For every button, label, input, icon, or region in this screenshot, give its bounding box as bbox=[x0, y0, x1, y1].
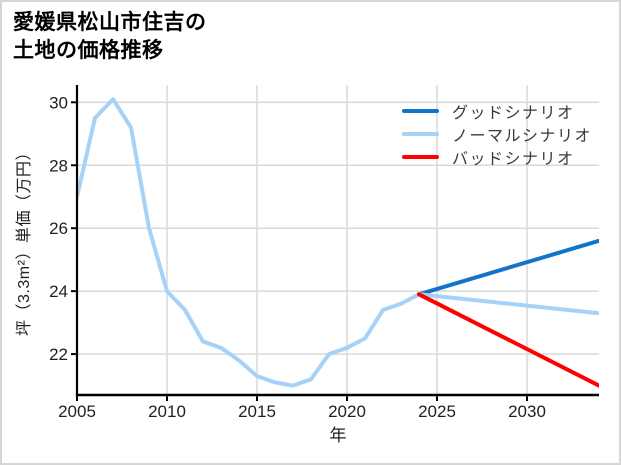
normal-line bbox=[417, 292, 599, 316]
y-tick-label-30: 30 bbox=[49, 93, 68, 112]
legend-swatch-normal bbox=[402, 131, 439, 136]
legend-swatch-good bbox=[402, 108, 439, 113]
chart-title-line1: 愛媛県松山市住吉の bbox=[13, 11, 207, 34]
axes bbox=[75, 85, 599, 397]
y-tick-label-24: 24 bbox=[49, 282, 68, 301]
good-line bbox=[417, 238, 599, 297]
x-tick-label-2005: 2005 bbox=[58, 402, 96, 421]
legend: グッドシナリオ ノーマルシナリオ バッドシナリオ bbox=[402, 99, 592, 168]
legend-item-good: グッドシナリオ bbox=[402, 99, 592, 122]
tick-marks bbox=[71, 101, 528, 401]
x-axis-label: 年 bbox=[329, 426, 347, 445]
x-tick-label-2015: 2015 bbox=[238, 402, 276, 421]
legend-label-normal: ノーマルシナリオ bbox=[452, 127, 593, 145]
history-line bbox=[77, 97, 421, 388]
legend-swatch-bad bbox=[402, 154, 439, 159]
chart-title-line2: 土地の価格推移 bbox=[13, 39, 164, 62]
y-tick-label-26: 26 bbox=[49, 219, 68, 238]
y-tick-label-22: 22 bbox=[49, 345, 68, 364]
gridlines bbox=[76, 85, 599, 395]
bad-line bbox=[417, 292, 599, 388]
x-tick-label-2030: 2030 bbox=[508, 402, 546, 421]
legend-item-normal: ノーマルシナリオ bbox=[402, 122, 592, 145]
legend-label-bad: バッドシナリオ bbox=[452, 150, 575, 168]
y-axis-label: 坪（3.3m²）単価（万円） bbox=[16, 144, 33, 336]
legend-label-good: グッドシナリオ bbox=[452, 104, 575, 122]
legend-item-bad: バッドシナリオ bbox=[402, 145, 592, 168]
x-tick-label-2020: 2020 bbox=[328, 402, 366, 421]
x-tick-label-2025: 2025 bbox=[418, 402, 456, 421]
chart-title: 愛媛県松山市住吉の 土地の価格推移 bbox=[13, 9, 207, 65]
x-tick-label-2010: 2010 bbox=[148, 402, 186, 421]
y-tick-label-28: 28 bbox=[49, 156, 68, 175]
